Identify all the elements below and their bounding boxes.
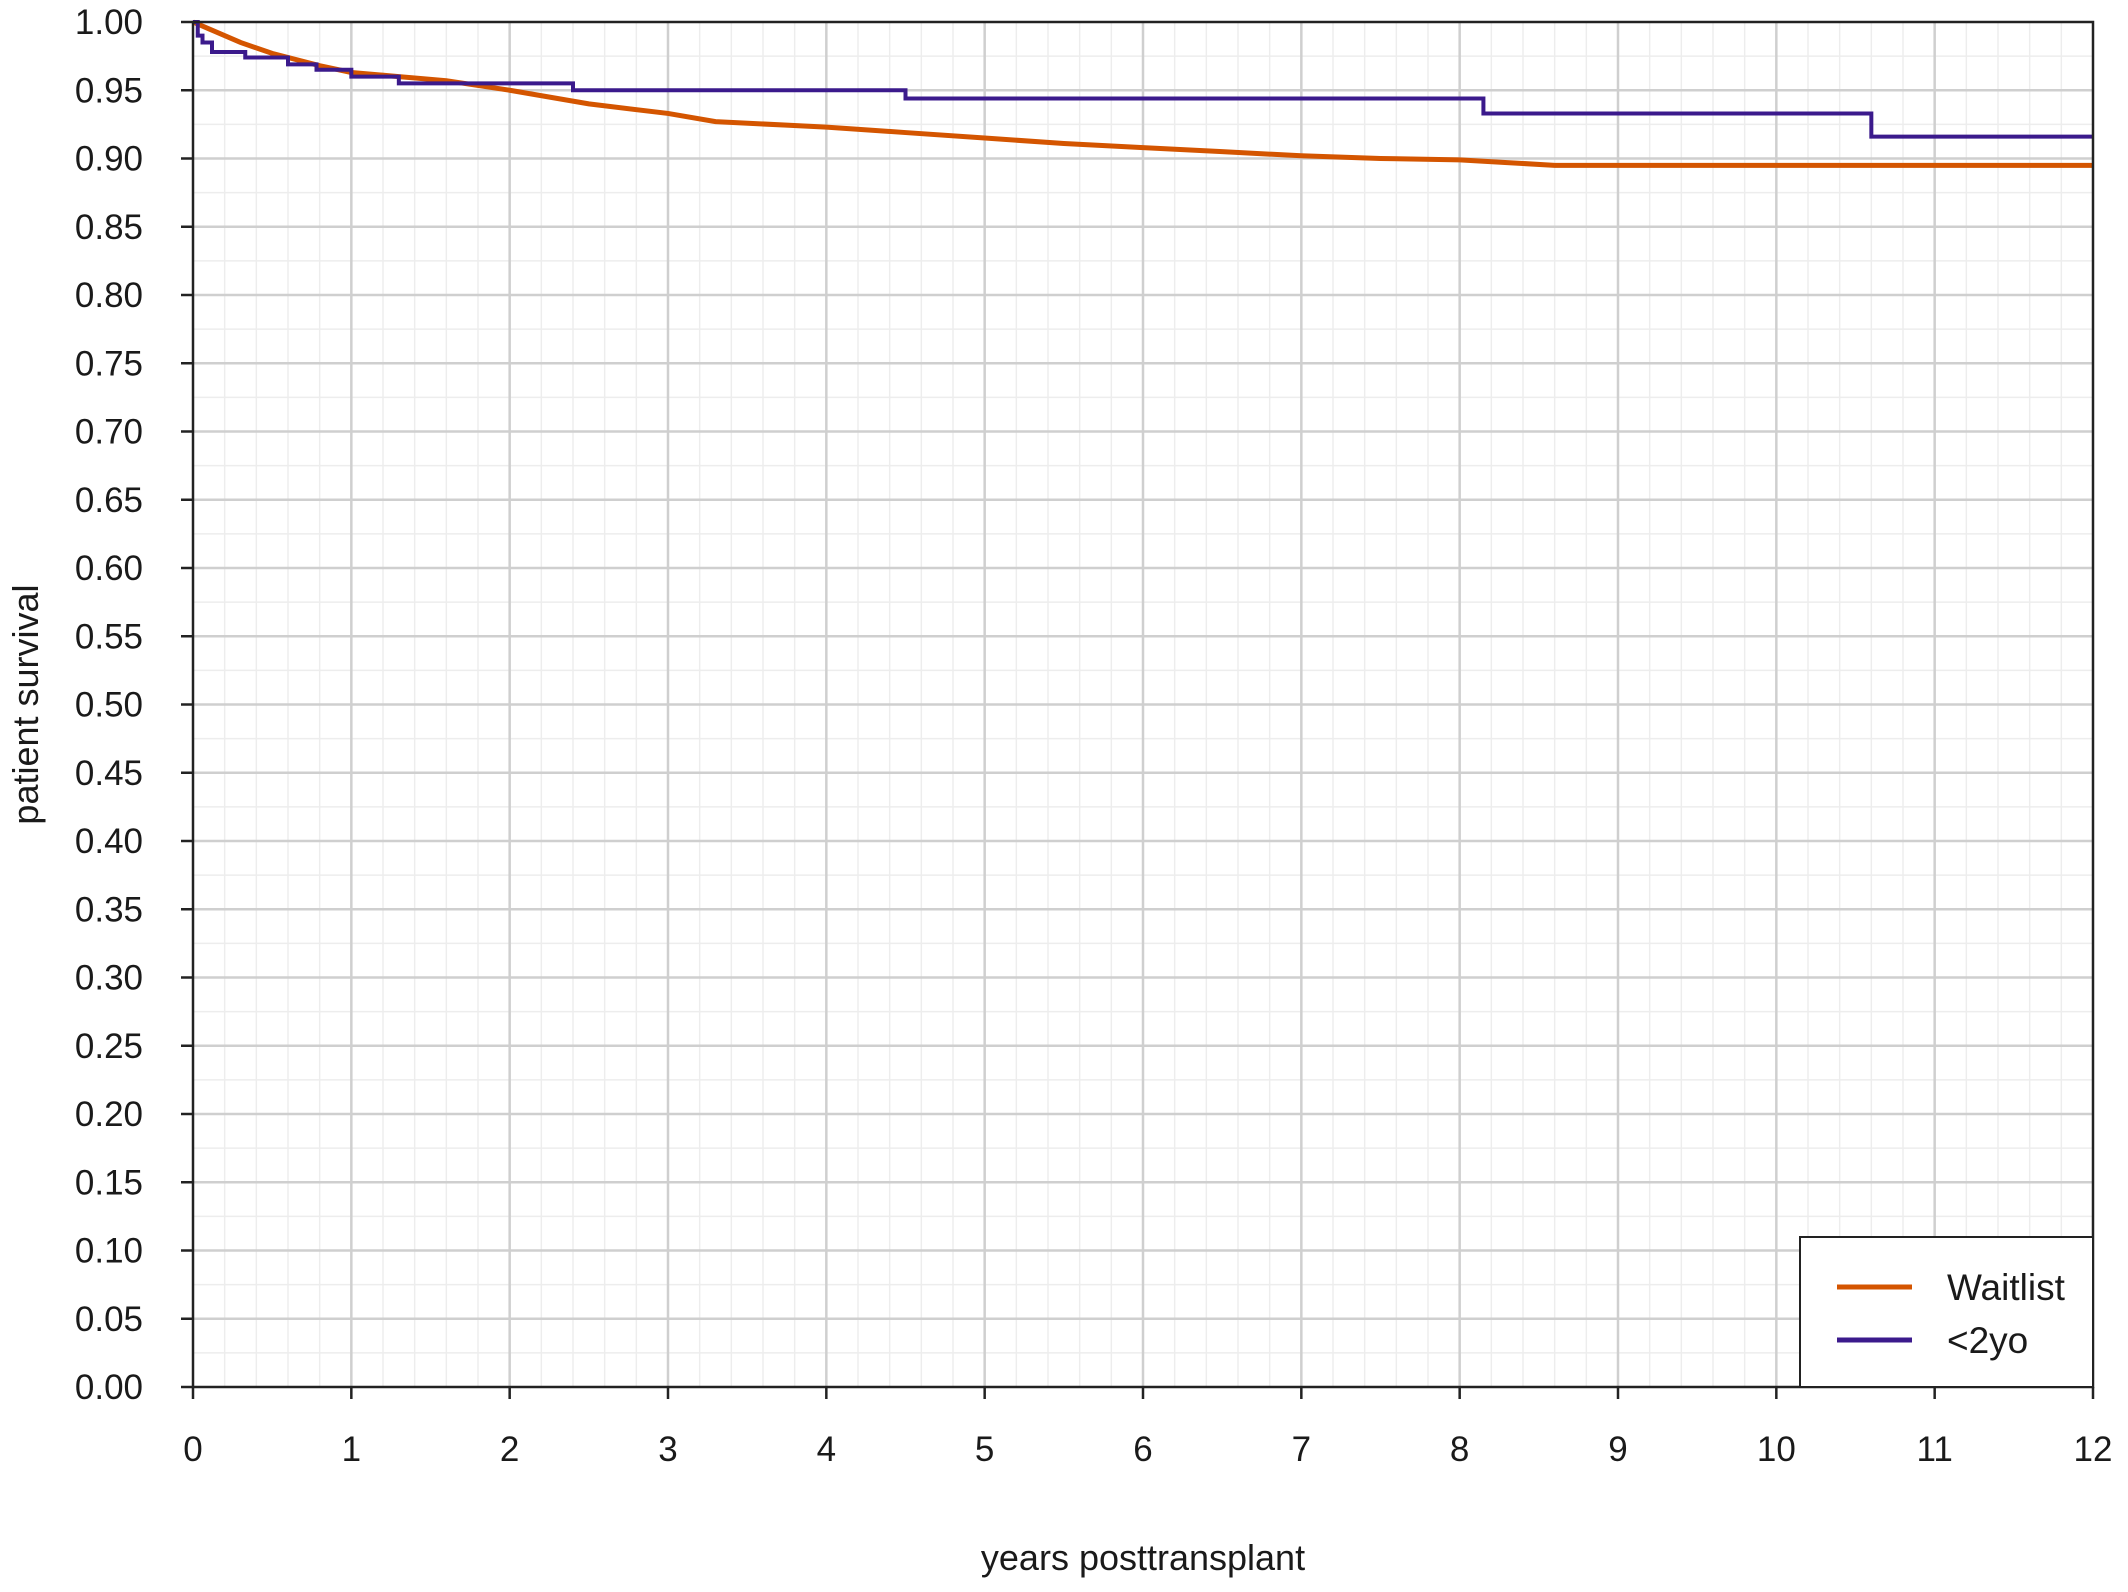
x-tick-label: 6 bbox=[1133, 1430, 1152, 1469]
x-tick-label: 1 bbox=[342, 1430, 361, 1469]
x-tick-label: 12 bbox=[2074, 1430, 2113, 1469]
y-axis-ticks: 0.00 0.05 0.10 0.15 0.20 0.25 0.30 0.35 0.40 0.45… bbox=[75, 3, 193, 1407]
y-tick-label: 0.80 bbox=[75, 276, 143, 315]
y-tick-label: 0.65 bbox=[75, 481, 143, 520]
x-tick-label: 10 bbox=[1757, 1430, 1796, 1469]
x-tick-label: 11 bbox=[1916, 1430, 1952, 1469]
y-tick-label: 0.00 bbox=[75, 1368, 143, 1407]
legend-box bbox=[1799, 1236, 2094, 1388]
y-tick-label: 0.15 bbox=[75, 1163, 143, 1202]
x-tick-label: 0 bbox=[183, 1430, 202, 1469]
x-axis-ticks: 0 1 2 3 4 5 6 7 8 9 10 11 12 bbox=[183, 1387, 2112, 1469]
series-line-under-2yo bbox=[193, 20, 2093, 139]
legend-label-waitlist: Waitlist bbox=[1947, 1267, 2066, 1308]
x-tick-label: 4 bbox=[817, 1430, 836, 1469]
x-tick-label: 5 bbox=[975, 1430, 994, 1469]
y-tick-label: 0.50 bbox=[75, 686, 143, 725]
y-tick-label: 1.00 bbox=[75, 3, 143, 42]
y-tick-label: 0.20 bbox=[75, 1095, 143, 1134]
y-axis-title: patient survival bbox=[5, 584, 46, 824]
legend: Waitlist <2yo bbox=[1799, 1236, 2094, 1388]
y-tick-label: 0.35 bbox=[75, 890, 143, 929]
x-tick-label: 8 bbox=[1450, 1430, 1469, 1469]
y-tick-label: 0.85 bbox=[75, 208, 143, 247]
y-tick-label: 0.45 bbox=[75, 754, 143, 793]
series-lines bbox=[192, 19, 2093, 168]
y-tick-label: 0.70 bbox=[75, 413, 143, 452]
legend-label-under-2yo: <2yo bbox=[1947, 1320, 2028, 1361]
x-tick-label: 3 bbox=[658, 1430, 677, 1469]
y-tick-label: 0.10 bbox=[75, 1232, 143, 1271]
y-tick-label: 0.25 bbox=[75, 1027, 143, 1066]
x-tick-label: 7 bbox=[1292, 1430, 1311, 1469]
y-tick-label: 0.75 bbox=[75, 344, 143, 383]
y-tick-label: 0.60 bbox=[75, 549, 143, 588]
y-tick-label: 0.55 bbox=[75, 617, 143, 656]
x-axis-title: years posttransplant bbox=[981, 1537, 1305, 1578]
y-tick-label: 0.05 bbox=[75, 1300, 143, 1339]
y-tick-label: 0.90 bbox=[75, 140, 143, 179]
x-tick-label: 9 bbox=[1608, 1430, 1627, 1469]
major-gridlines bbox=[193, 22, 2093, 1387]
y-tick-label: 0.40 bbox=[75, 822, 143, 861]
y-tick-label: 0.95 bbox=[75, 71, 143, 110]
x-tick-label: 2 bbox=[500, 1430, 519, 1469]
y-tick-label: 0.30 bbox=[75, 959, 143, 998]
